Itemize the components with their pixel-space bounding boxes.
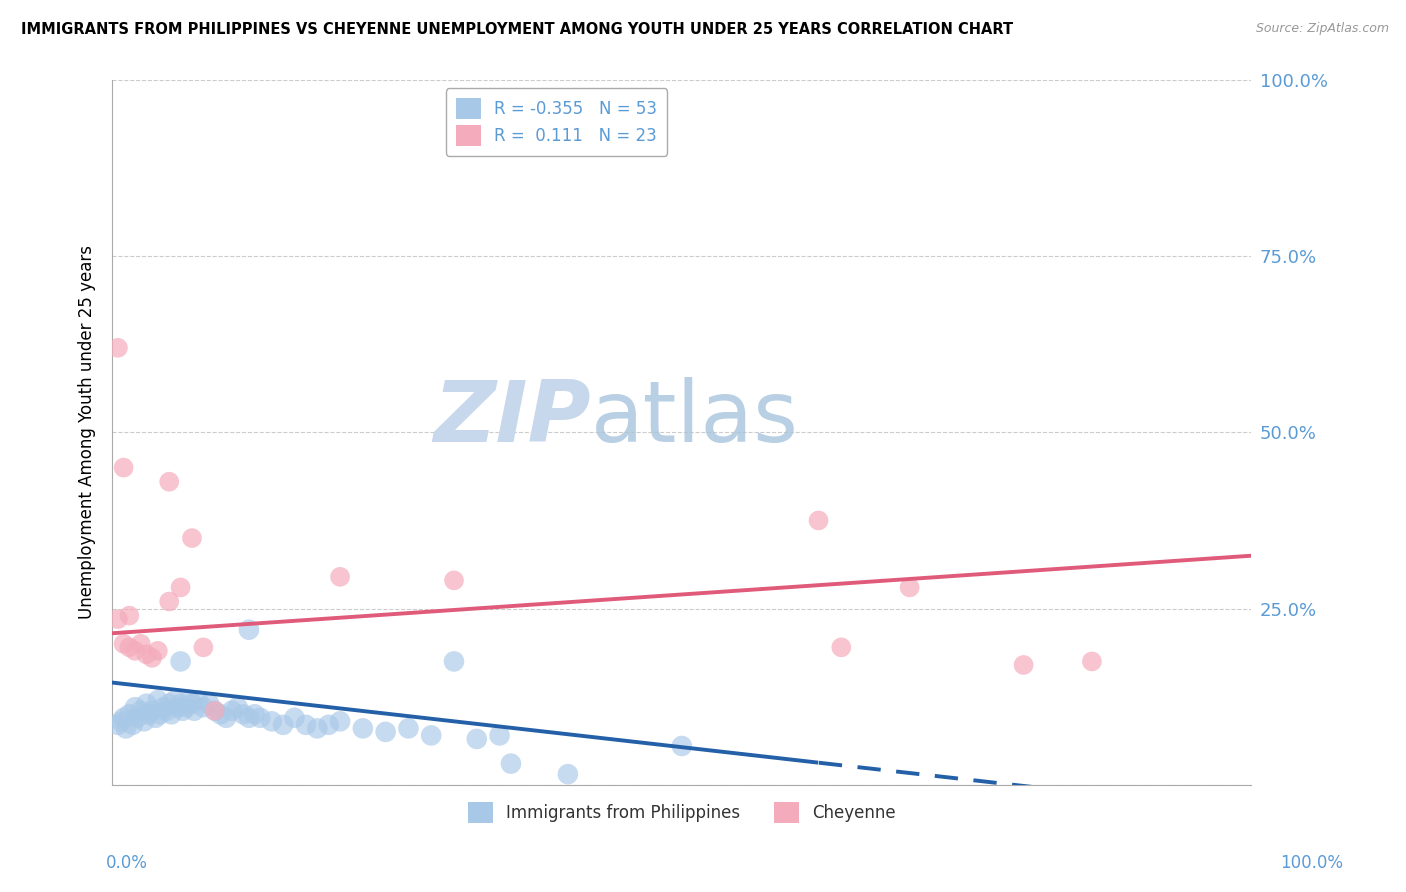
Point <box>134 714 156 729</box>
Point <box>169 581 191 595</box>
Point <box>152 700 174 714</box>
Point <box>157 594 180 608</box>
Point <box>118 608 141 623</box>
Point <box>160 707 183 722</box>
Point <box>141 704 163 718</box>
Text: atlas: atlas <box>591 376 799 459</box>
Point <box>115 722 138 736</box>
Point <box>238 623 260 637</box>
Point <box>174 700 197 714</box>
Point <box>145 711 167 725</box>
Point <box>112 460 135 475</box>
Point <box>135 697 157 711</box>
Point <box>283 711 305 725</box>
Point <box>260 714 283 729</box>
Point <box>249 711 271 725</box>
Point <box>307 722 329 736</box>
Legend: Immigrants from Philippines, Cheyenne: Immigrants from Philippines, Cheyenne <box>461 796 903 830</box>
Point <box>671 739 693 753</box>
Point <box>169 655 191 669</box>
Point <box>420 728 443 742</box>
Point <box>156 704 179 718</box>
Point <box>204 704 226 718</box>
Point <box>149 707 172 722</box>
Point <box>193 640 215 655</box>
Point <box>221 704 243 718</box>
Point <box>329 714 352 729</box>
Point <box>557 767 579 781</box>
Point <box>193 700 215 714</box>
Point <box>127 711 149 725</box>
Point <box>167 700 190 714</box>
Point <box>138 707 160 722</box>
Point <box>107 718 129 732</box>
Point <box>163 693 186 707</box>
Point <box>181 531 204 545</box>
Point <box>830 640 852 655</box>
Point <box>329 570 352 584</box>
Point <box>1081 655 1104 669</box>
Point <box>135 648 157 662</box>
Point <box>146 693 169 707</box>
Point <box>295 718 318 732</box>
Point <box>232 707 254 722</box>
Point <box>898 581 921 595</box>
Point <box>226 700 249 714</box>
Point <box>107 341 129 355</box>
Point <box>807 513 830 527</box>
Point <box>112 637 135 651</box>
Point <box>141 651 163 665</box>
Point <box>112 711 135 725</box>
Point <box>121 718 143 732</box>
Point <box>215 711 238 725</box>
Text: IMMIGRANTS FROM PHILIPPINES VS CHEYENNE UNEMPLOYMENT AMONG YOUTH UNDER 25 YEARS : IMMIGRANTS FROM PHILIPPINES VS CHEYENNE … <box>21 22 1014 37</box>
Point <box>488 728 510 742</box>
Point <box>118 640 141 655</box>
Point <box>172 704 194 718</box>
Point <box>204 704 226 718</box>
Point <box>183 704 205 718</box>
Point <box>124 700 146 714</box>
Point <box>169 697 191 711</box>
Text: Source: ZipAtlas.com: Source: ZipAtlas.com <box>1256 22 1389 36</box>
Point <box>157 475 180 489</box>
Point <box>396 722 419 736</box>
Y-axis label: Unemployment Among Youth under 25 years: Unemployment Among Youth under 25 years <box>79 245 96 619</box>
Point <box>181 697 204 711</box>
Point <box>238 711 260 725</box>
Point <box>352 722 374 736</box>
Point <box>243 707 266 722</box>
Point <box>124 644 146 658</box>
Point <box>110 714 132 729</box>
Point <box>443 574 465 588</box>
Point <box>157 697 180 711</box>
Point <box>129 704 152 718</box>
Point <box>198 697 221 711</box>
Text: ZIP: ZIP <box>433 376 591 459</box>
Text: 0.0%: 0.0% <box>105 854 148 871</box>
Point <box>107 612 129 626</box>
Point <box>1012 657 1035 672</box>
Point <box>271 718 294 732</box>
Point <box>187 693 209 707</box>
Point <box>499 756 522 771</box>
Point <box>209 707 232 722</box>
Point <box>118 707 141 722</box>
Point <box>179 693 201 707</box>
Point <box>129 637 152 651</box>
Text: 100.0%: 100.0% <box>1279 854 1343 871</box>
Point <box>443 655 465 669</box>
Point <box>318 718 340 732</box>
Point <box>465 731 488 746</box>
Point <box>146 644 169 658</box>
Point <box>374 725 396 739</box>
